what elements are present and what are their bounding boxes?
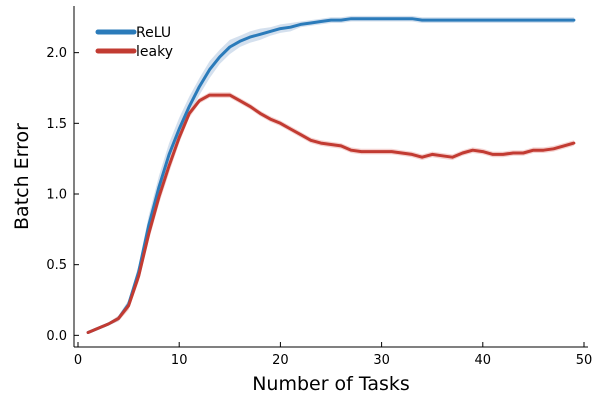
y-ticks: 0.0 0.5 1.0 1.5 2.0 (46, 46, 79, 344)
y-tick-label: 1.0 (46, 187, 67, 202)
legend-label-relu: ReLU (136, 25, 171, 41)
y-tick-label: 1.5 (46, 117, 67, 132)
series-band-leaky (88, 92, 574, 334)
legend: ReLU leaky (95, 25, 173, 60)
x-tick-label: 10 (171, 353, 188, 368)
legend-label-leaky: leaky (136, 44, 173, 60)
series-line-leaky (86, 93, 576, 334)
y-tick-label: 0.5 (46, 258, 67, 273)
series-line-relu (86, 17, 576, 334)
confidence-bands (88, 15, 574, 334)
x-tick-label: 30 (373, 353, 390, 368)
axes (73, 6, 588, 348)
series-lines (86, 17, 576, 334)
x-tick-label: 0 (74, 353, 82, 368)
y-tick-label: 0.0 (46, 329, 67, 344)
x-tick-label: 50 (576, 353, 593, 368)
x-axis-label: Number of Tasks (252, 373, 410, 395)
x-tick-label: 20 (272, 353, 289, 368)
y-axis-label: Batch Error (11, 123, 33, 230)
x-tick-label: 40 (475, 353, 492, 368)
y-tick-label: 2.0 (46, 46, 67, 61)
x-ticks: 0 10 20 30 40 50 (74, 342, 592, 368)
series-band-relu (88, 15, 574, 334)
